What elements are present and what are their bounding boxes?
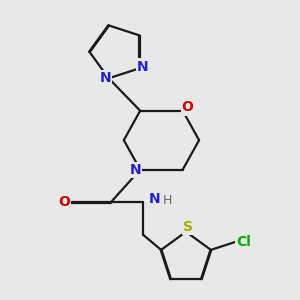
Text: N: N [137,60,149,74]
Text: O: O [58,195,70,209]
Text: H: H [162,194,172,207]
Text: Cl: Cl [236,235,251,249]
Text: S: S [183,220,193,234]
Text: N: N [100,71,111,85]
Text: N: N [130,163,141,177]
Text: N: N [149,192,161,206]
Text: O: O [182,100,194,115]
